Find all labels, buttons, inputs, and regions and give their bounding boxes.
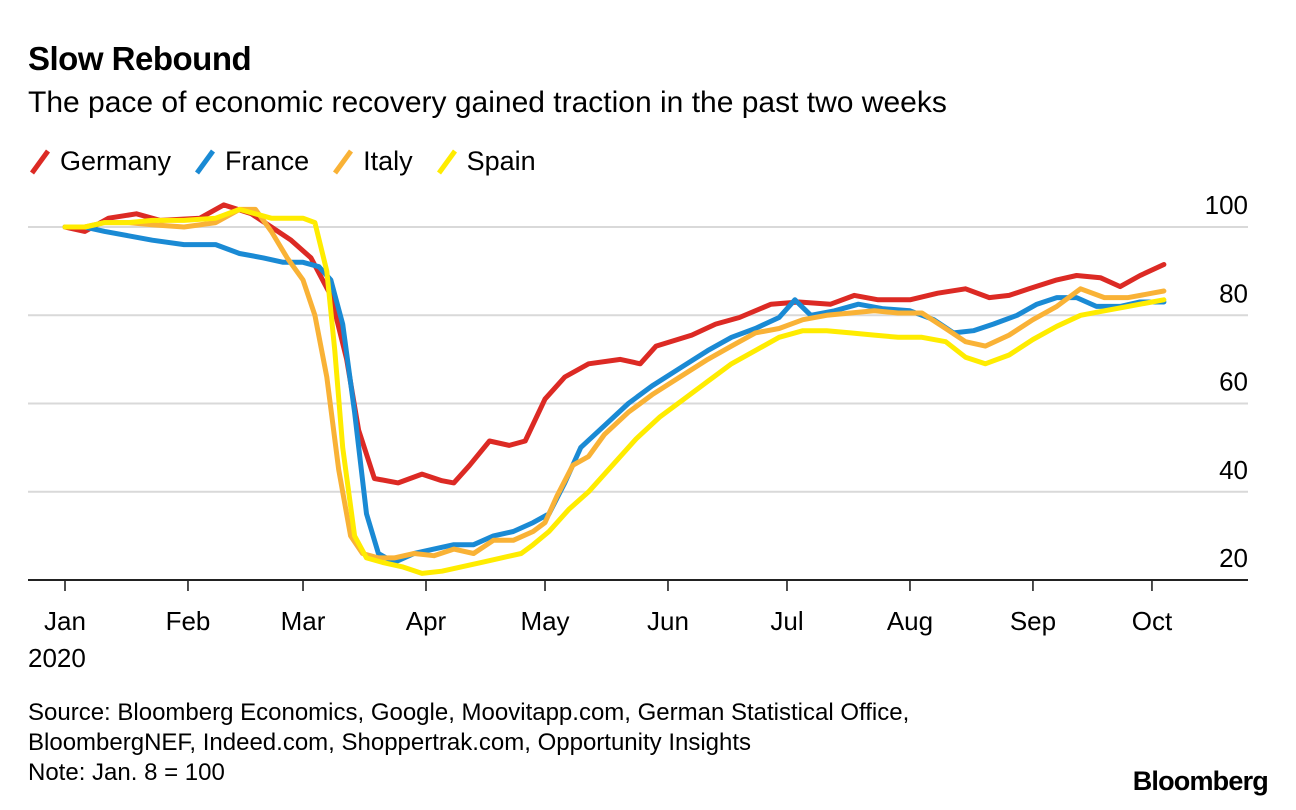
y-tick-label: 60 <box>1219 367 1248 397</box>
x-tick-label: Mar <box>281 606 326 636</box>
series-line-france <box>62 224 1167 565</box>
x-year-label: 2020 <box>28 643 86 673</box>
legend-swatch-germany <box>29 149 51 174</box>
y-axis: 20 40 60 80 100 <box>1205 190 1248 573</box>
legend-item-spain: Spain <box>435 146 536 177</box>
source-note: Source: Bloomberg Economics, Google, Moo… <box>28 698 909 788</box>
series-line-spain <box>62 206 1167 576</box>
legend-label-germany: Germany <box>60 146 172 176</box>
legend-label-spain: Spain <box>466 146 536 176</box>
y-tick-label: 20 <box>1219 543 1248 573</box>
source-line-1: Source: Bloomberg Economics, Google, Moo… <box>28 699 910 726</box>
legend-item-italy: Italy <box>331 146 413 177</box>
x-tick-label: May <box>520 606 569 636</box>
index-note: Note: Jan. 8 = 100 <box>28 759 225 786</box>
legend-swatch-spain <box>436 149 457 174</box>
series-lines <box>62 202 1167 576</box>
legend-item-germany: Germany <box>28 146 171 177</box>
x-tick-label: Jan <box>44 606 86 636</box>
gridlines <box>28 226 1248 493</box>
x-tick-label: Apr <box>406 606 447 636</box>
x-tick-label: Aug <box>887 606 933 636</box>
y-tick-label: 100 <box>1205 190 1248 220</box>
line-chart: 20 40 60 80 100 Jan Feb Mar Apr May Jun Jul Aug Sep O… <box>28 190 1248 673</box>
legend: Germany France Italy Spain <box>28 146 558 177</box>
y-tick-label: 40 <box>1219 455 1248 485</box>
x-tick-label: Jul <box>770 606 803 636</box>
x-tick-label: Sep <box>1010 606 1056 636</box>
legend-item-france: France <box>193 146 309 177</box>
x-tick-label: Oct <box>1132 606 1173 636</box>
series-line-germany <box>62 202 1167 486</box>
bloomberg-logo: Bloomberg <box>1132 766 1269 796</box>
x-tick-label: Feb <box>166 606 211 636</box>
chart-subtitle: The pace of economic recovery gained tra… <box>28 86 947 119</box>
legend-swatch-italy <box>333 149 354 174</box>
x-tick-label: Jun <box>647 606 689 636</box>
source-line-2: BloombergNEF, Indeed.com, Shoppertrak.co… <box>28 729 752 756</box>
y-tick-label: 80 <box>1219 278 1248 308</box>
series-line-italy <box>62 206 1167 561</box>
chart-title: Slow Rebound <box>28 40 252 77</box>
legend-label-france: France <box>225 146 310 176</box>
legend-swatch-france <box>195 149 216 174</box>
x-axis: Jan Feb Mar Apr May Jun Jul Aug Sep Oct 2020 <box>28 579 1248 673</box>
legend-label-italy: Italy <box>363 146 413 176</box>
